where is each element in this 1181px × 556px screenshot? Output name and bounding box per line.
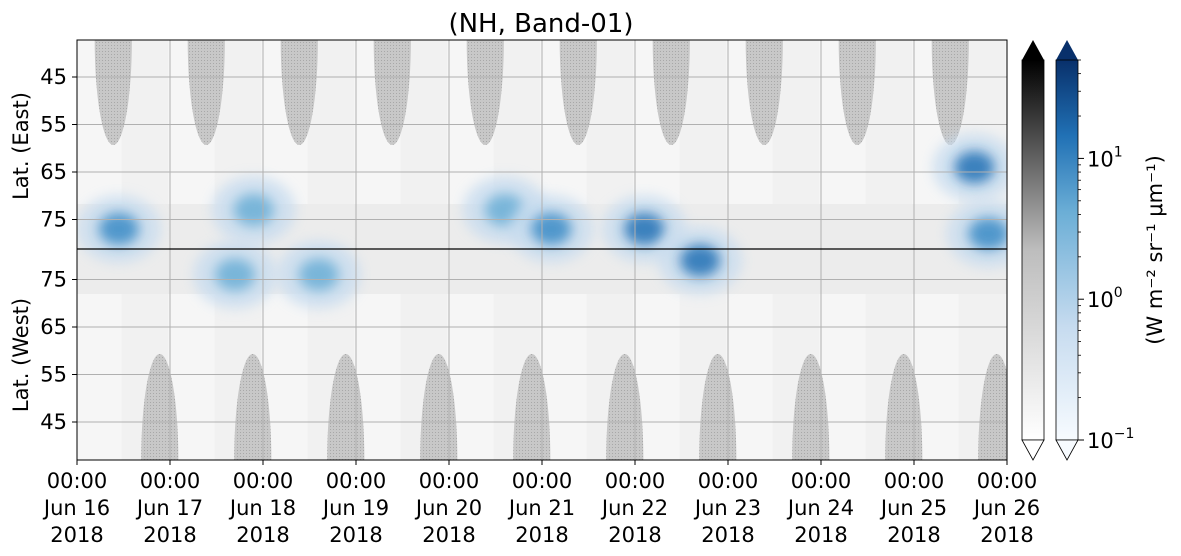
x-tick-label: Jun 21 <box>507 496 575 520</box>
y-tick-label: 55 <box>40 113 67 137</box>
x-tick-label: 2018 <box>887 523 940 547</box>
activity-core <box>624 213 665 245</box>
activity-core <box>531 213 572 245</box>
night-mask-west <box>606 354 644 460</box>
colorbar-grey-body <box>1021 59 1045 441</box>
night-mask-west <box>420 354 458 460</box>
activity-core <box>680 244 721 277</box>
night-mask-layer <box>94 40 1007 460</box>
night-mask-west <box>234 354 272 460</box>
x-tick-label: 00:00 <box>791 469 852 493</box>
x-tick-label: 2018 <box>329 523 382 547</box>
x-tick-label: 2018 <box>515 523 568 547</box>
night-mask-west <box>885 354 923 460</box>
y-label-east: Lat. (East) <box>9 92 33 200</box>
activity-core <box>298 258 339 291</box>
colorbar-blue <box>1055 40 1079 461</box>
x-tick-label: Jun 24 <box>786 496 854 520</box>
activity-core <box>98 213 139 245</box>
x-tick-label: 00:00 <box>977 469 1038 493</box>
x-tick-label: 2018 <box>701 523 754 547</box>
x-tick-label: 00:00 <box>47 469 108 493</box>
night-mask-east <box>838 40 876 145</box>
night-mask-west <box>141 354 179 460</box>
y-tick-label: 45 <box>40 65 67 89</box>
night-mask-east <box>373 40 411 145</box>
night-mask-east <box>466 40 504 145</box>
colorbar-blue-extend-max <box>1056 40 1078 60</box>
x-axis: 00:00 Jun 16 2018 00:00 Jun 17 2018 00:00 Jun 1… <box>42 460 1040 547</box>
x-tick-label: 00:00 <box>326 469 387 493</box>
x-tick-label: 00:00 <box>698 469 759 493</box>
colorbar-grey-extend-min <box>1021 439 1045 461</box>
activity-core <box>215 258 256 291</box>
x-tick-label: 00:00 <box>419 469 480 493</box>
colorbar-grey <box>1021 40 1045 461</box>
y-tick-label: 45 <box>40 410 67 434</box>
night-mask-west <box>978 354 1007 460</box>
y-tick-label: 65 <box>40 160 67 184</box>
x-tick-label: Jun 16 <box>42 496 110 520</box>
activity-core <box>954 151 995 184</box>
colorbar-tick-label: 101 <box>1087 144 1123 171</box>
chart-title: (NH, Band-01) <box>448 9 633 39</box>
colorbar-grey-extend-max <box>1022 40 1044 60</box>
night-mask-east <box>187 40 225 145</box>
colorbar-ticks: 101 100 10−1 <box>1078 59 1134 453</box>
activity-core <box>968 217 1007 250</box>
x-tick-label: Jun 26 <box>972 496 1040 520</box>
x-tick-label: Jun 17 <box>135 496 203 520</box>
night-mask-west <box>792 354 830 460</box>
y-tick-label: 65 <box>40 315 67 339</box>
plot-area <box>76 39 1008 461</box>
night-mask-west <box>327 354 365 460</box>
colorbar-blue-body <box>1055 59 1079 441</box>
x-tick-label: Jun 25 <box>879 496 947 520</box>
night-mask-east <box>94 40 132 145</box>
activity-core <box>233 194 274 226</box>
night-mask-west <box>699 354 737 460</box>
x-tick-label: 2018 <box>794 523 847 547</box>
x-tick-label: Jun 22 <box>600 496 668 520</box>
x-tick-label: 2018 <box>422 523 475 547</box>
colorbar-blue-extend-min <box>1055 439 1079 461</box>
y-label-west: Lat. (West) <box>9 298 33 412</box>
y-tick-label: 55 <box>40 363 67 387</box>
x-tick-label: 00:00 <box>233 469 294 493</box>
activity-layer <box>77 133 1007 309</box>
x-tick-label: 00:00 <box>884 469 945 493</box>
x-tick-label: 2018 <box>980 523 1033 547</box>
y-axis: 45 55 65 75 75 65 55 45 <box>40 65 77 434</box>
x-tick-label: 00:00 <box>605 469 666 493</box>
colorbar-tick-label: 100 <box>1087 285 1123 312</box>
x-tick-label: 2018 <box>50 523 103 547</box>
night-mask-east <box>652 40 690 145</box>
night-mask-west <box>513 354 551 460</box>
colorbar-label: (W m⁻² sr⁻¹ μm⁻¹) <box>1143 155 1167 345</box>
x-tick-label: Jun 20 <box>414 496 482 520</box>
x-tick-label: 00:00 <box>512 469 573 493</box>
y-tick-label: 75 <box>40 208 67 232</box>
x-tick-label: Jun 23 <box>693 496 761 520</box>
night-mask-east <box>280 40 318 145</box>
colorbar-tick-label: 10−1 <box>1087 426 1134 453</box>
x-tick-label: 00:00 <box>140 469 201 493</box>
x-tick-label: 2018 <box>608 523 661 547</box>
night-mask-east <box>745 40 783 145</box>
x-tick-label: 2018 <box>143 523 196 547</box>
night-mask-east <box>931 40 969 145</box>
y-tick-label: 75 <box>40 268 67 292</box>
x-tick-label: 2018 <box>236 523 289 547</box>
x-tick-label: Jun 19 <box>321 496 389 520</box>
x-tick-label: Jun 18 <box>228 496 296 520</box>
night-mask-east <box>559 40 597 145</box>
